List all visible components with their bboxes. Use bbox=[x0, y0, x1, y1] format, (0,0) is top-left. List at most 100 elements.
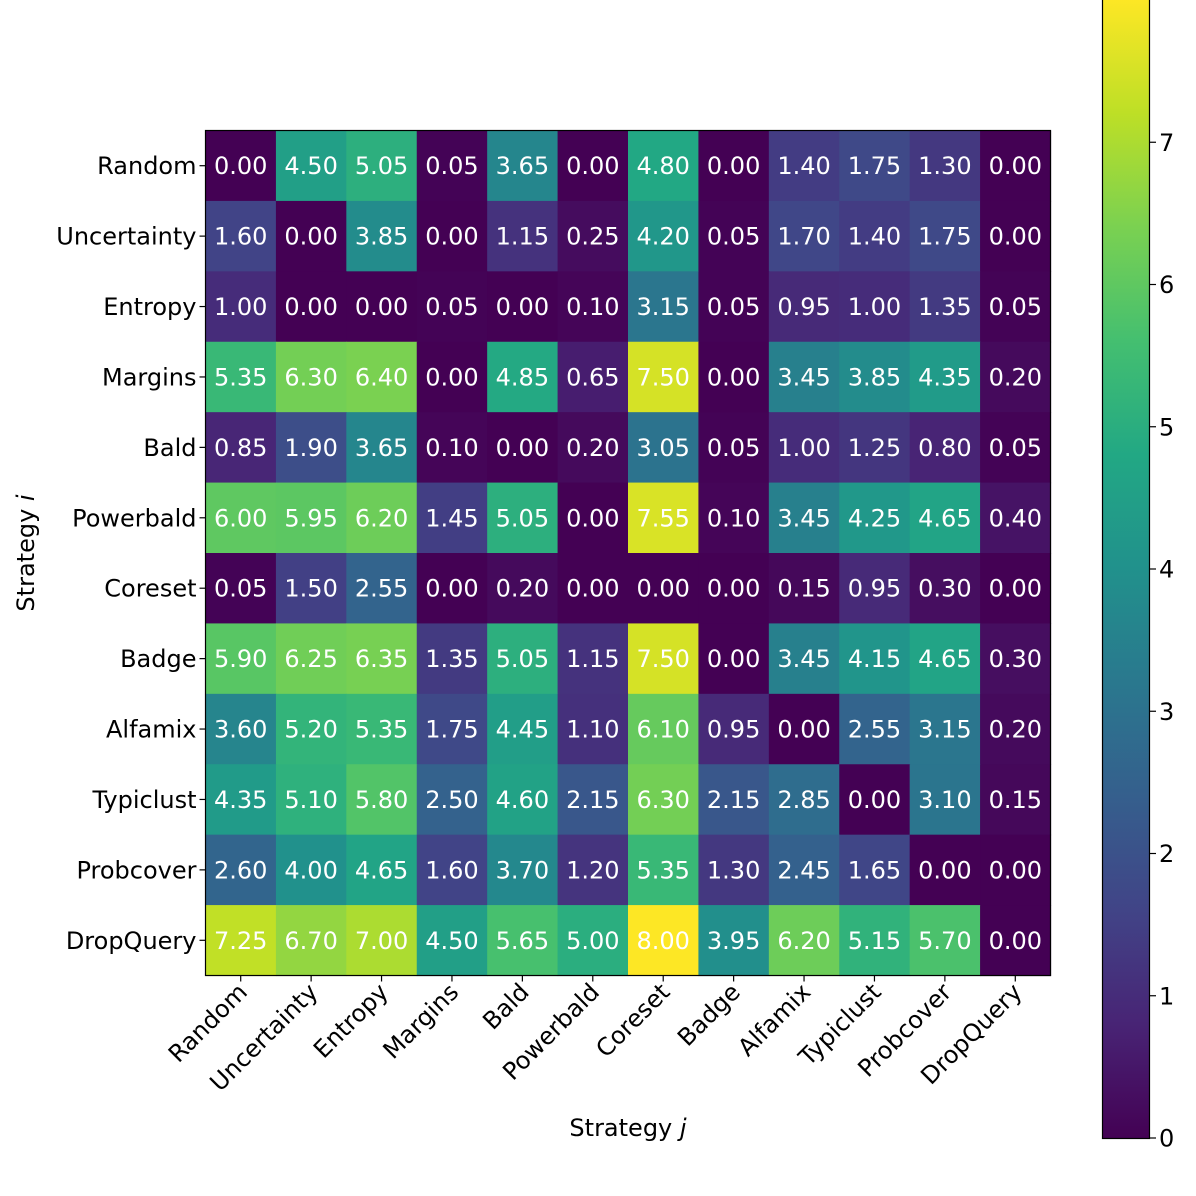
cell-value-label: 0.00 bbox=[214, 152, 267, 180]
cell-value-label: 5.10 bbox=[284, 786, 337, 814]
cell-value-label: 5.35 bbox=[636, 856, 689, 884]
cell-value-label: 0.10 bbox=[566, 293, 619, 321]
heatmap-cell bbox=[557, 482, 629, 554]
cell-value-label: 6.25 bbox=[284, 645, 337, 673]
heatmap-cell bbox=[346, 200, 418, 272]
cell-value-label: 1.30 bbox=[918, 152, 971, 180]
heatmap-cell bbox=[839, 623, 911, 695]
heatmap-cell bbox=[628, 764, 700, 836]
y-tick-label: DropQuery bbox=[66, 927, 197, 955]
cell-value-label: 1.75 bbox=[918, 223, 971, 251]
heatmap-cell bbox=[487, 553, 559, 625]
heatmap-cell bbox=[416, 623, 488, 695]
heatmap-cell bbox=[698, 482, 770, 554]
heatmap-cell bbox=[768, 834, 840, 906]
heatmap-cell bbox=[487, 623, 559, 695]
heatmap-cell bbox=[768, 764, 840, 836]
cell-value-label: 0.00 bbox=[989, 152, 1042, 180]
cell-value-label: 1.50 bbox=[284, 575, 337, 603]
heatmap-cell bbox=[768, 553, 840, 625]
cell-value-label: 0.00 bbox=[989, 575, 1042, 603]
cell-value-label: 0.30 bbox=[918, 575, 971, 603]
colorbar-tick-label: 2 bbox=[1159, 840, 1174, 868]
cell-value-label: 5.70 bbox=[918, 927, 971, 955]
cell-value-label: 3.60 bbox=[214, 716, 267, 744]
cell-value-label: 0.00 bbox=[707, 645, 760, 673]
colorbar-ticks: 0 1 2 3 4 5 6 7 bbox=[1150, 129, 1174, 1153]
heatmap-cell bbox=[839, 905, 911, 977]
heatmap-cell bbox=[698, 341, 770, 413]
heatmap-cell bbox=[416, 130, 488, 202]
cell-value-label: 2.55 bbox=[355, 575, 408, 603]
heatmap-cell bbox=[768, 412, 840, 484]
y-axis-label: Strategy i bbox=[12, 494, 40, 611]
heatmap-cell bbox=[416, 412, 488, 484]
cell-value-label: 8.00 bbox=[636, 927, 689, 955]
cell-value-label: 1.00 bbox=[777, 434, 830, 462]
heatmap-cell bbox=[205, 834, 277, 906]
heatmap-cell bbox=[909, 623, 981, 695]
heatmap-cell-labels: 0.00 4.50 5.05 0.05 3.65 0.00 4.80 0.00 1.40 1.75… bbox=[214, 152, 1042, 955]
heatmap-cell bbox=[346, 834, 418, 906]
heatmap-cell bbox=[557, 341, 629, 413]
heatmap-cell bbox=[628, 553, 700, 625]
heatmap-cell bbox=[205, 271, 277, 343]
heatmap-cell bbox=[275, 834, 347, 906]
heatmap-cell bbox=[909, 834, 981, 906]
heatmap-cells bbox=[205, 130, 1052, 977]
heatmap-cell bbox=[557, 905, 629, 977]
y-tick-label: Uncertainty bbox=[56, 223, 196, 251]
heatmap-cell bbox=[909, 764, 981, 836]
cell-value-label: 0.05 bbox=[707, 434, 760, 462]
cell-value-label: 0.00 bbox=[777, 716, 830, 744]
cell-value-label: 4.00 bbox=[284, 856, 337, 884]
cell-value-label: 0.00 bbox=[284, 293, 337, 321]
cell-value-label: 2.55 bbox=[848, 716, 901, 744]
cell-value-label: 6.20 bbox=[355, 504, 408, 532]
heatmap-cell bbox=[487, 341, 559, 413]
cell-value-label: 0.00 bbox=[989, 927, 1042, 955]
colorbar-gradient bbox=[1102, 0, 1150, 1138]
cell-value-label: 4.50 bbox=[425, 927, 478, 955]
cell-value-label: 6.20 bbox=[777, 927, 830, 955]
cell-value-label: 3.10 bbox=[918, 786, 971, 814]
cell-value-label: 0.30 bbox=[989, 645, 1042, 673]
cell-value-label: 5.80 bbox=[355, 786, 408, 814]
heatmap-cell bbox=[909, 341, 981, 413]
cell-value-label: 0.05 bbox=[989, 293, 1042, 321]
cell-value-label: 0.95 bbox=[707, 716, 760, 744]
cell-value-label: 0.85 bbox=[214, 434, 267, 462]
cell-value-label: 1.40 bbox=[777, 152, 830, 180]
heatmap-cell bbox=[487, 130, 559, 202]
cell-value-label: 1.20 bbox=[566, 856, 619, 884]
heatmap-cell bbox=[487, 834, 559, 906]
cell-value-label: 0.10 bbox=[425, 434, 478, 462]
heatmap-cell bbox=[909, 412, 981, 484]
heatmap-cell bbox=[346, 623, 418, 695]
cell-value-label: 6.30 bbox=[636, 786, 689, 814]
heatmap-cell bbox=[909, 905, 981, 977]
heatmap-cell bbox=[416, 905, 488, 977]
heatmap-cell bbox=[205, 623, 277, 695]
heatmap-cell bbox=[980, 412, 1052, 484]
heatmap-cell bbox=[557, 623, 629, 695]
heatmap-cell bbox=[487, 693, 559, 765]
heatmap-cell bbox=[768, 130, 840, 202]
heatmap-cell bbox=[205, 482, 277, 554]
cell-value-label: 1.00 bbox=[214, 293, 267, 321]
heatmap-cell bbox=[980, 623, 1052, 695]
heatmap-cell bbox=[980, 482, 1052, 554]
heatmap-cell bbox=[980, 553, 1052, 625]
heatmap-cell bbox=[275, 271, 347, 343]
y-tick-label: Alfamix bbox=[106, 716, 197, 744]
y-tick-label: Coreset bbox=[104, 575, 196, 603]
cell-value-label: 0.05 bbox=[707, 223, 760, 251]
cell-value-label: 5.90 bbox=[214, 645, 267, 673]
cell-value-label: 5.20 bbox=[284, 716, 337, 744]
heatmap-cell bbox=[275, 693, 347, 765]
cell-value-label: 7.50 bbox=[636, 363, 689, 391]
cell-value-label: 1.10 bbox=[566, 716, 619, 744]
cell-value-label: 6.40 bbox=[355, 363, 408, 391]
heatmap-cell bbox=[980, 341, 1052, 413]
cell-value-label: 0.00 bbox=[425, 363, 478, 391]
